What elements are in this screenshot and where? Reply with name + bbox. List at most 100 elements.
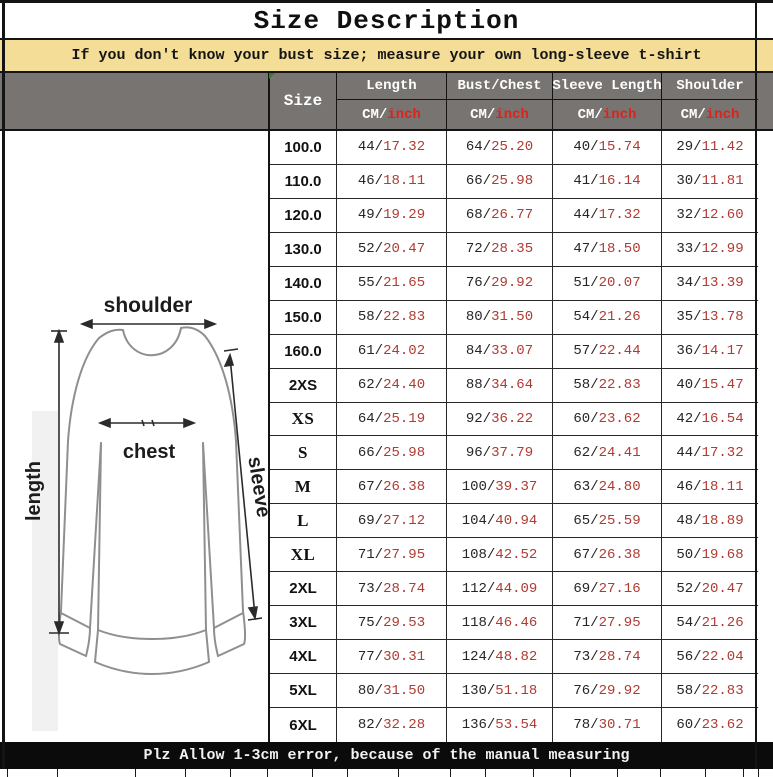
size-cell: 3XL [270,606,337,641]
measurement-cell: 56/22.04 [662,640,758,675]
measurement-cell: 44/17.32 [553,198,662,233]
measurement-cell: 32/12.60 [662,198,758,233]
bust-unit-row: CM/inch [470,106,529,123]
gridline-tick [705,769,706,777]
bust-column-header: Bust/Chest CM/inch [447,73,553,129]
measurement-cell: 64/25.19 [337,402,447,437]
measurement-cell: 71/27.95 [553,606,662,641]
measurement-cell: 52/20.47 [337,232,447,267]
measurement-cell: 96/37.79 [447,436,553,471]
measurement-cell: 57/22.44 [553,334,662,369]
measurement-cell: 46/18.11 [337,164,447,199]
measurement-cell: 40/15.47 [662,368,758,403]
measurement-cell: 42/16.54 [662,402,758,437]
measurement-cell: 76/29.92 [553,674,662,709]
page-title: Size Description [0,0,773,40]
shoulder-unit-row: CM/inch [680,106,740,123]
size-cell: XS [270,402,337,437]
measurement-cell: 41/16.14 [553,164,662,199]
measurement-cell: 92/36.22 [447,402,553,437]
measurement-cell: 63/24.80 [553,470,662,505]
size-cell: 5XL [270,674,337,709]
measurement-cell: 66/25.98 [337,436,447,471]
size-table-header: Size Length CM/inch Bust/Chest CM/inch S… [0,73,773,131]
size-cell: 140.0 [270,266,337,301]
measurement-cell: 36/14.17 [662,334,758,369]
gridline-tick [758,769,759,777]
measurement-cell: 73/28.74 [337,572,447,607]
measurement-cell: 35/13.78 [662,300,758,335]
measurement-cell: 49/19.29 [337,198,447,233]
measurement-cell: 84/33.07 [447,334,553,369]
size-cell: 130.0 [270,232,337,267]
measurement-cell: 118/46.46 [447,606,553,641]
size-cell: 6XL [270,708,337,742]
measurement-cell: 33/12.99 [662,232,758,267]
measurement-cell: 67/26.38 [553,538,662,573]
measurement-cell: 29/11.42 [662,131,758,165]
gridline-tick [230,769,231,777]
measure-hint-text: If you don't know your bust size; measur… [71,47,702,64]
measurement-cell: 52/20.47 [662,572,758,607]
gridline-tick [450,769,451,777]
bust-label: Bust/Chest [457,78,542,95]
size-cell: XL [270,538,337,573]
sweatshirt-sketch: shoulder chest length sleeve [23,294,275,731]
gridline-tick [312,769,313,777]
length-unit-row: CM/inch [362,106,421,123]
size-table-body: shoulder chest length sleeve 100.0 44/17.… [0,131,773,742]
size-column-label: Size [283,92,323,110]
size-cell: 100.0 [270,131,337,165]
measurement-cell: 58/22.83 [662,674,758,709]
measurement-cell: 60/23.62 [662,708,758,742]
measurement-cell: 44/17.32 [337,131,447,165]
chest-diagram-label: chest [123,441,176,463]
measurement-cell: 30/11.81 [662,164,758,199]
measurement-cell: 68/26.77 [447,198,553,233]
gridline-tick [135,769,136,777]
measurement-cell: 130/51.18 [447,674,553,709]
measurement-cell: 54/21.26 [662,606,758,641]
size-cell: M [270,470,337,505]
gridline-tick [57,769,58,777]
measurement-cell: 100/39.37 [447,470,553,505]
measurement-cell: 72/28.35 [447,232,553,267]
measure-hint-banner: If you don't know your bust size; measur… [0,40,773,73]
measurement-cell: 78/30.71 [553,708,662,742]
measurement-cell: 69/27.16 [553,572,662,607]
length-column-header: Length CM/inch [337,73,447,129]
measurement-cell: 77/30.31 [337,640,447,675]
measurement-cell: 73/28.74 [553,640,662,675]
measure-arrows [49,318,263,636]
gridline-tick [267,769,268,777]
outer-border-left [2,0,5,769]
disclaimer-text: Plz Allow 1-3cm error, because of the ma… [143,747,630,764]
measurement-cell: 69/27.12 [337,504,447,539]
measurement-cell: 75/29.53 [337,606,447,641]
sweatshirt-outline [57,326,247,675]
measurement-cell: 40/15.74 [553,131,662,165]
measurement-cell: 108/42.52 [447,538,553,573]
page-title-text: Size Description [253,5,520,36]
measurement-cell: 80/31.50 [337,674,447,709]
size-cell: 110.0 [270,164,337,199]
measurement-cell: 62/24.41 [553,436,662,471]
size-cell: 2XL [270,572,337,607]
sleeve-label: Sleeve Length [552,78,662,95]
measurement-cell: 104/40.94 [447,504,553,539]
size-cell: 2XS [270,368,337,403]
disclaimer-banner: Plz Allow 1-3cm error, because of the ma… [0,742,773,769]
measurement-cell: 62/24.40 [337,368,447,403]
garment-measure-diagram: shoulder chest length sleeve [2,131,275,742]
outer-border-right [755,0,757,769]
measurement-cell: 60/23.62 [553,402,662,437]
gridline-tick [7,769,8,777]
measurement-cell: 80/31.50 [447,300,553,335]
measurement-cell: 136/53.54 [447,708,553,742]
measurement-cell: 44/17.32 [662,436,758,471]
measurement-cell: 64/25.20 [447,131,553,165]
gridline-tick [660,769,661,777]
size-data-grid: 100.0 44/17.32 64/25.20 40/15.74 29/11.42 110… [270,131,758,742]
cell-corner-marker [269,73,275,79]
size-cell: L [270,504,337,539]
